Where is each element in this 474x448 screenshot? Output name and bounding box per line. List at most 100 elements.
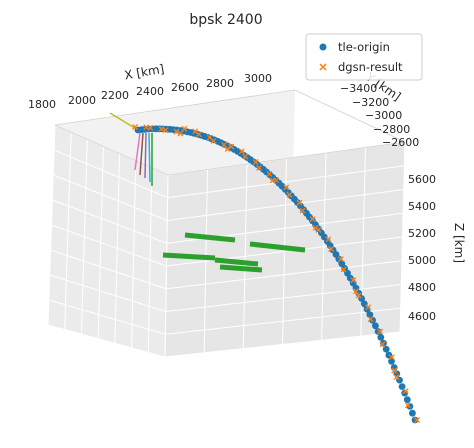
dgsn-result-point (309, 216, 316, 223)
z-tick-label: 5200 (408, 227, 436, 240)
z-tick-label: 5600 (408, 173, 436, 186)
legend-marker-dgsn-result (319, 63, 327, 71)
dgsn-result-point (273, 177, 279, 184)
z-tick-label: 5000 (408, 254, 436, 267)
left-pane (48, 125, 168, 357)
grid-line (164, 331, 401, 358)
dgsn-result-point (367, 316, 374, 323)
x-tick-label: 3000 (244, 72, 272, 85)
chart-title: bpsk 2400 (189, 12, 262, 28)
dgsn-result-point (296, 199, 303, 206)
x-axis-label: X [km] (123, 62, 165, 83)
tle-origin-point (374, 328, 382, 335)
grid-line (167, 165, 405, 199)
box-edge (294, 89, 406, 143)
x-tick-label: 1800 (28, 98, 56, 111)
box-edge (167, 141, 406, 176)
grid-line (165, 307, 401, 335)
dgsn-result-point (379, 341, 386, 348)
grid-line (53, 174, 168, 221)
grid-line (50, 249, 167, 290)
series-dgsn-result (132, 124, 420, 423)
dgsn-result-point (299, 207, 306, 214)
legend-label-tle-origin: tle-origin (338, 40, 390, 54)
extra-line (109, 112, 139, 131)
dgsn-result-point (355, 292, 362, 299)
dgsn-result-point (286, 191, 293, 198)
dgsn-result-point (315, 226, 322, 233)
grid-line (53, 149, 168, 199)
z-tick-label: 4600 (408, 310, 436, 323)
legend-marker-tle-origin (319, 43, 327, 51)
dgsn-result-point (162, 127, 169, 134)
dgsn-result-point (283, 184, 290, 191)
dgsn-result-point (414, 417, 420, 423)
grid-line (167, 189, 404, 221)
y-tick-label: −2600 (382, 136, 419, 149)
detection-cluster (184, 232, 236, 243)
x-tick-label: 2000 (68, 94, 96, 107)
dgsn-result-point (173, 128, 180, 135)
x-tick-label: 2800 (206, 77, 234, 90)
x-tick-label: 2200 (101, 89, 129, 102)
dgsn-result-point (365, 304, 372, 311)
extra-line (144, 132, 147, 179)
y-tick-label: −3400 (340, 82, 377, 95)
dgsn-result-point (393, 374, 400, 381)
dgsn-result-point (210, 137, 217, 144)
z-tick-label: 4800 (408, 281, 436, 294)
dgsn-result-point (181, 125, 188, 132)
tle-origin-point (366, 311, 374, 319)
detection-cluster (214, 257, 259, 267)
grid-line (166, 236, 403, 267)
grid-line (47, 324, 166, 358)
x-tick-label: 2400 (136, 85, 164, 98)
y-tick-label: −3000 (365, 109, 402, 122)
extra-line (139, 132, 144, 176)
dgsn-result-point (147, 124, 154, 131)
grid-line (165, 284, 402, 312)
dgsn-result-point (353, 288, 359, 295)
dgsn-result-point (404, 402, 411, 409)
y-tick-label: −2800 (373, 123, 410, 136)
dgsn-result-point (402, 388, 409, 395)
dgsn-result-point (340, 266, 347, 273)
tle-origin-point (403, 396, 411, 404)
y-tick-label: −3200 (352, 96, 389, 109)
detection-cluster (249, 241, 306, 253)
grid-line (51, 224, 167, 267)
dgsn-result-point (228, 143, 235, 150)
dgsn-result-point (325, 236, 332, 243)
legend: tle-origin dgsn-result (305, 33, 423, 81)
z-axis-label: Z [km] (452, 223, 466, 263)
legend-box (305, 33, 423, 81)
dgsn-result-point (224, 146, 231, 152)
dgsn-result-point (195, 131, 202, 138)
legend-label-dgsn-result: dgsn-result (338, 60, 403, 74)
grid-line (48, 299, 166, 335)
dgsn-result-point (132, 124, 138, 130)
tle-origin-point (411, 416, 419, 424)
x-tick-label: 2600 (171, 81, 199, 94)
tle-origin-point (385, 351, 393, 359)
tle-origin-point (409, 409, 416, 417)
z-tick-label: 5400 (408, 200, 436, 213)
dgsn-result-point (177, 130, 184, 137)
dgsn-result-point (158, 125, 165, 132)
grid-line (49, 274, 166, 312)
dgsn-result-point (252, 159, 259, 165)
dgsn-result-point (377, 328, 384, 335)
dgsn-result-point (388, 354, 395, 361)
detection-cluster (219, 264, 263, 273)
dgsn-result-point (328, 246, 335, 252)
extra-detection-lines (109, 112, 306, 273)
dgsn-result-point (350, 277, 357, 284)
dgsn-result-point (192, 128, 199, 135)
detection-cluster (162, 252, 216, 261)
tle-origin-point (377, 333, 385, 341)
tle-origin-point (346, 274, 354, 282)
dgsn-result-point (242, 153, 249, 160)
dgsn-result-point (238, 148, 245, 155)
extra-line (148, 132, 151, 183)
